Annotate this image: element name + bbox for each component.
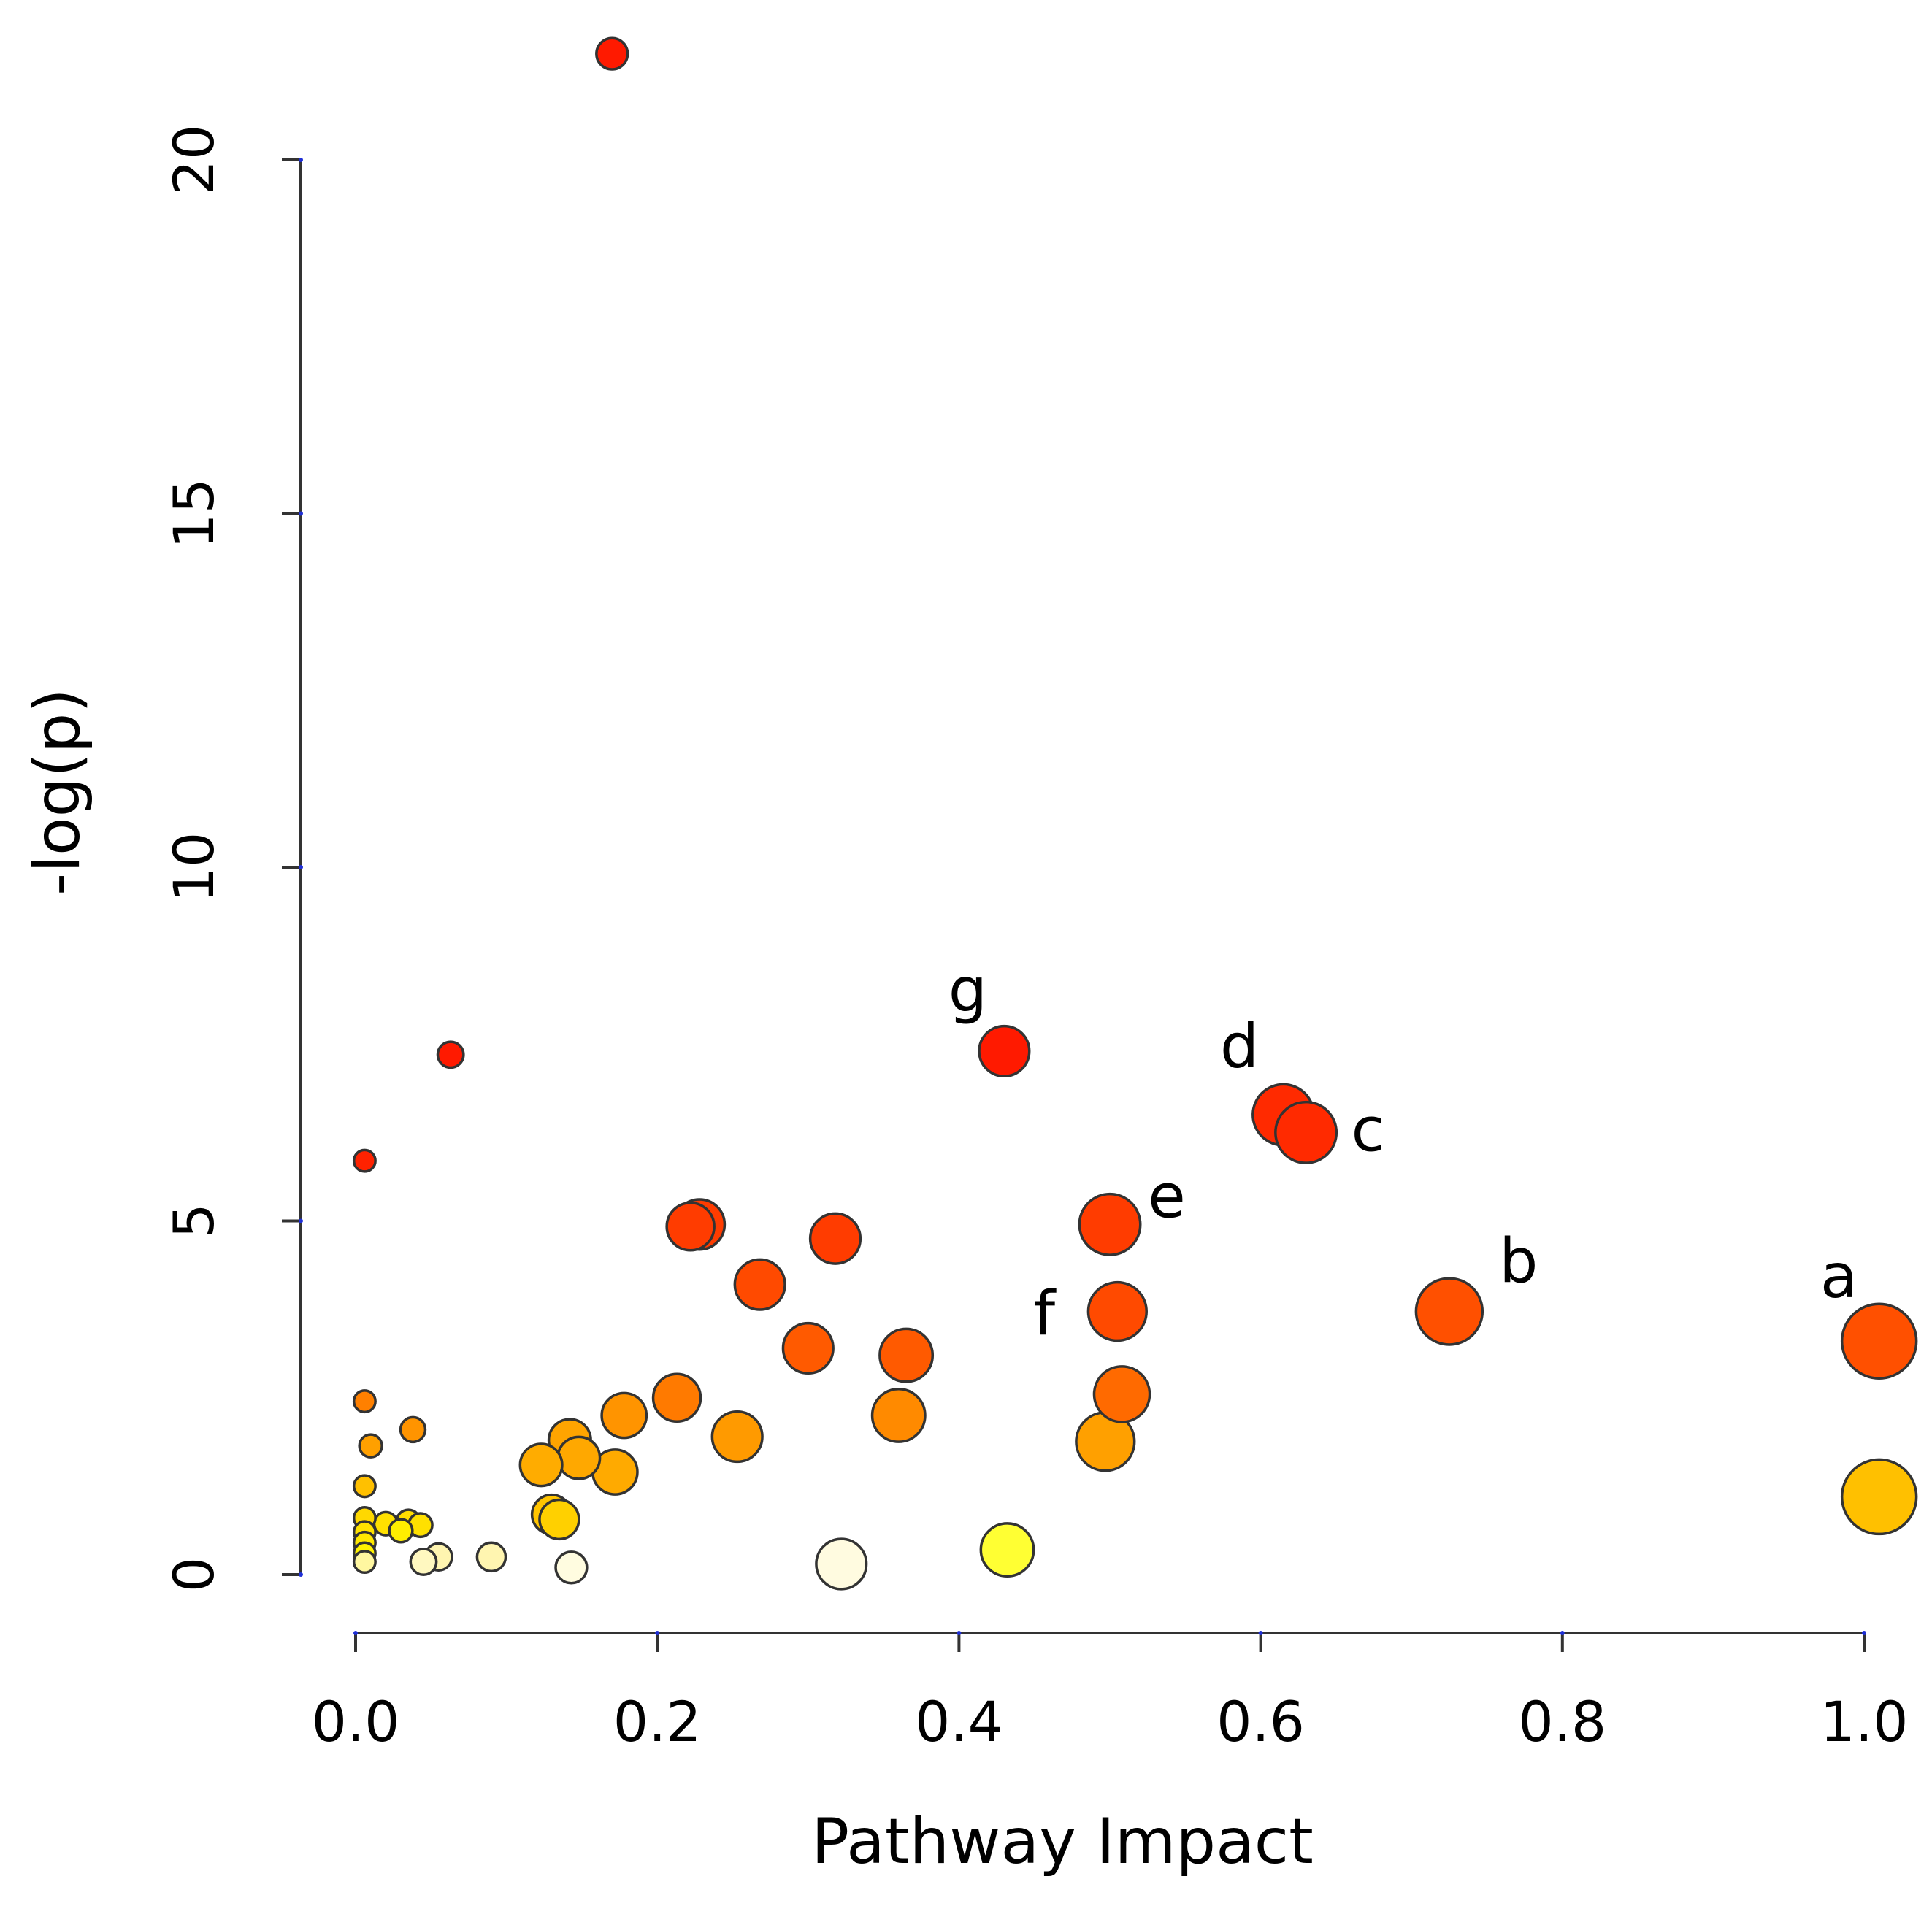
data-point <box>878 1327 935 1383</box>
data-point <box>352 1389 377 1414</box>
x-tick-dot <box>1560 1631 1565 1635</box>
y-tick-label: 20 <box>161 125 226 196</box>
data-point <box>1086 1280 1148 1342</box>
data-point <box>399 1415 427 1444</box>
data-point <box>409 1548 438 1577</box>
x-tick-dot <box>957 1631 962 1635</box>
y-tick-dot <box>299 158 303 162</box>
x-tick-label: 0.2 <box>613 1689 702 1754</box>
x-tick-label: 0.8 <box>1518 1689 1606 1754</box>
y-tick-label: 15 <box>161 478 226 549</box>
point-annotation-f: f <box>1034 1278 1057 1350</box>
data-point <box>475 1541 507 1573</box>
data-point <box>556 1435 602 1480</box>
data-point <box>358 1433 383 1459</box>
data-point <box>808 1212 862 1265</box>
y-tick-label: 5 <box>161 1203 226 1238</box>
data-point <box>1274 1100 1338 1164</box>
x-tick-dot <box>1862 1631 1866 1635</box>
data-point <box>595 36 629 71</box>
point-annotation-g: g <box>948 954 987 1026</box>
y-tick-label: 10 <box>161 832 226 903</box>
data-point <box>1840 1302 1918 1380</box>
data-point <box>1078 1192 1142 1256</box>
data-point <box>538 1498 580 1541</box>
data-point <box>518 1442 564 1488</box>
x-tick-label: 0.4 <box>915 1689 1003 1754</box>
point-annotation-d: d <box>1220 1010 1259 1082</box>
x-tick-label: 0.0 <box>312 1689 400 1754</box>
y-tick-label: 0 <box>161 1557 226 1592</box>
x-tick-dot <box>1258 1631 1263 1635</box>
data-point <box>710 1410 764 1464</box>
point-annotation-a: a <box>1820 1240 1858 1312</box>
data-point <box>781 1321 835 1375</box>
data-point <box>388 1518 414 1544</box>
data-point <box>352 1148 377 1173</box>
data-point <box>665 1202 716 1252</box>
x-axis-label: Pathway Impact <box>811 1805 1314 1878</box>
y-axis: 0 5 10 15 20 <box>161 125 303 1592</box>
point-annotation-c: c <box>1351 1094 1384 1165</box>
data-points <box>352 36 1918 1591</box>
point-annotation-e: e <box>1148 1160 1186 1231</box>
point-annotations: g d c e f b a <box>948 954 1858 1350</box>
data-point <box>1414 1277 1484 1346</box>
data-point <box>1092 1365 1151 1423</box>
data-point <box>978 1024 1031 1078</box>
x-tick-label: 0.6 <box>1216 1689 1305 1754</box>
data-point <box>979 1522 1035 1578</box>
x-axis: 0.0 0.2 0.4 0.6 0.8 1.0 <box>312 1631 1909 1754</box>
x-tick-dot <box>353 1631 358 1635</box>
x-tick-dot <box>655 1631 660 1635</box>
data-point <box>651 1372 702 1423</box>
y-tick-dot <box>299 865 303 869</box>
point-annotation-b: b <box>1499 1226 1538 1297</box>
data-point <box>352 1550 377 1575</box>
data-point <box>1840 1458 1918 1536</box>
data-point <box>815 1537 868 1591</box>
data-point <box>870 1388 927 1443</box>
y-tick-dot <box>299 1572 303 1577</box>
data-point <box>436 1040 465 1069</box>
data-point <box>352 1474 377 1499</box>
data-point <box>554 1550 589 1585</box>
data-point <box>733 1258 786 1311</box>
x-tick-label: 1.0 <box>1820 1689 1909 1754</box>
y-tick-dot <box>299 1218 303 1223</box>
data-point <box>600 1391 648 1440</box>
y-axis-label: -log(p) <box>21 688 94 896</box>
y-tick-dot <box>299 511 303 516</box>
